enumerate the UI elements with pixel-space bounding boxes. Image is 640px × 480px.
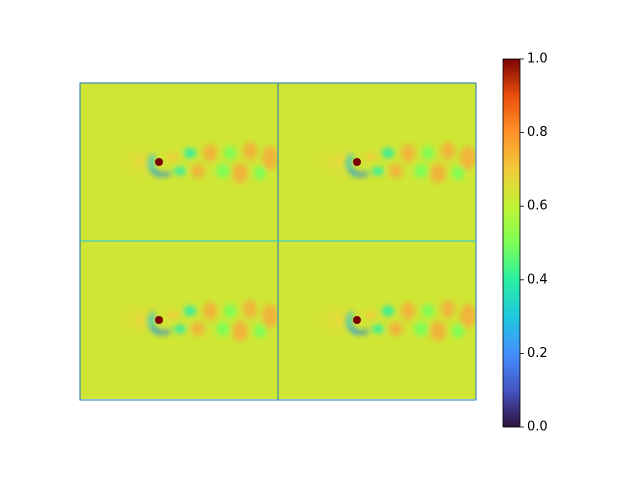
field-panel xyxy=(278,241,476,399)
field-panel xyxy=(80,83,278,241)
colorbar-tick-label: 1.0 xyxy=(527,52,548,67)
colorbar-tick-label: 0.6 xyxy=(527,199,548,214)
colorbar-tick-label: 0.4 xyxy=(527,272,548,287)
field-panel xyxy=(278,83,476,241)
colorbar xyxy=(502,58,521,428)
colorbar-tick-label: 0.0 xyxy=(527,420,548,435)
colorbar-tick-label: 0.2 xyxy=(527,346,548,361)
colorbar-tick-label: 0.8 xyxy=(527,125,548,140)
field-panel xyxy=(80,241,278,399)
